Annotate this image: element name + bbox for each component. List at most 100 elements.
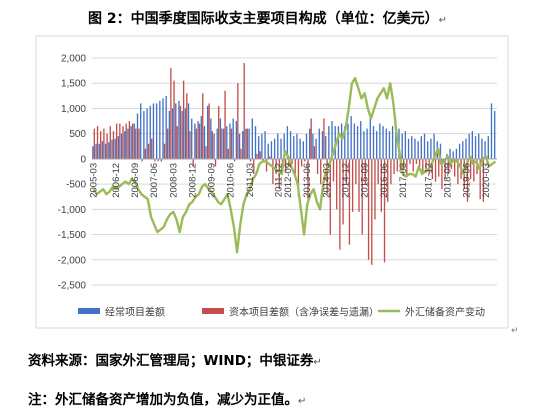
current-account-bar <box>216 128 218 159</box>
capital-account-bar <box>479 158 481 200</box>
capital-account-bar <box>457 158 459 185</box>
capital-account-bar <box>269 156 271 159</box>
current-account-bar <box>462 141 464 159</box>
current-account-bar <box>194 123 196 159</box>
capital-account-bar <box>364 158 367 185</box>
chart-frame <box>35 35 509 329</box>
capital-account-bar <box>332 158 335 182</box>
capital-account-bar <box>447 158 449 175</box>
capital-account-bar <box>272 158 274 185</box>
current-account-bar <box>474 136 477 159</box>
capital-account-bar <box>128 121 131 159</box>
capital-account-bar <box>390 158 392 185</box>
capital-account-bar <box>138 128 140 159</box>
current-account-bar <box>289 131 292 159</box>
current-account-bar <box>254 126 257 159</box>
capital-account-bar <box>431 158 434 180</box>
current-account-bar <box>458 143 461 159</box>
current-account-bar <box>404 131 407 159</box>
reserve-change-line <box>92 76 497 254</box>
current-account-bar <box>318 128 320 159</box>
current-account-bar <box>280 138 282 159</box>
capital-account-bar <box>154 158 156 162</box>
current-account-bar <box>299 138 301 159</box>
y-tick-label: 0 <box>80 154 86 165</box>
paragraph-mark-icon: ↵ <box>511 326 519 336</box>
current-account-bar <box>414 138 416 159</box>
current-account-bar <box>296 133 298 159</box>
capital-account-bar <box>256 153 258 159</box>
capital-account-bar <box>339 158 341 250</box>
x-tick-label: 2014-03 <box>321 163 332 198</box>
current-account-bar <box>293 136 295 159</box>
current-account-bar <box>146 108 148 159</box>
capital-account-bar <box>186 93 188 159</box>
capital-account-bar <box>151 138 153 159</box>
current-account-bar <box>184 108 187 159</box>
capital-account-bar <box>473 158 475 182</box>
capital-account-bar <box>265 158 268 172</box>
current-account-bar <box>363 131 365 159</box>
current-account-bar <box>261 133 263 159</box>
current-account-bar <box>108 142 110 159</box>
capital-account-bar <box>106 133 108 159</box>
current-account-bar <box>484 141 486 159</box>
y-tick-label: -2,500 <box>58 281 87 292</box>
x-tick-label: 2017-03 <box>398 163 409 198</box>
capital-account-bar <box>294 158 296 175</box>
current-account-bar <box>273 138 276 159</box>
current-account-bar <box>210 118 212 159</box>
capital-account-bar <box>412 158 414 172</box>
current-account-bar <box>360 121 362 159</box>
capital-account-bar <box>300 158 303 167</box>
source-note: 资料来源：国家外汇管理局；WIND；中银证券↵ <box>28 349 322 369</box>
current-account-bar <box>114 138 116 159</box>
current-account-bar <box>178 100 180 159</box>
current-account-bar <box>388 131 391 159</box>
capital-account-bar <box>195 128 198 159</box>
x-tick-label: 2016-06 <box>379 163 390 198</box>
current-account-bar <box>494 110 496 159</box>
capital-account-bar <box>119 123 121 159</box>
x-tick-label: 2007-06 <box>149 163 160 198</box>
legend-swatch <box>202 308 224 314</box>
current-account-bar <box>229 123 231 159</box>
capital-account-bar <box>237 83 239 159</box>
current-account-bar <box>391 126 394 159</box>
current-account-bar <box>430 138 432 159</box>
current-account-bar <box>251 118 253 159</box>
current-account-bar <box>395 123 397 159</box>
capital-account-bar <box>125 123 127 159</box>
capital-account-bar <box>182 80 185 159</box>
capital-account-bar <box>192 158 194 167</box>
capital-account-bar <box>377 158 379 185</box>
current-account-bar <box>152 103 155 159</box>
current-account-bar <box>124 131 126 159</box>
current-account-bar <box>353 123 356 159</box>
capital-account-bar <box>367 158 370 260</box>
legend-label: 外汇储备资产变动 <box>405 306 485 319</box>
x-tick-label: 2019-06 <box>462 163 473 198</box>
capital-account-bar <box>393 158 395 175</box>
capital-account-bar <box>198 123 201 159</box>
capital-account-bar <box>122 126 124 159</box>
capital-account-bar <box>358 158 360 212</box>
current-account-bar <box>248 128 250 159</box>
current-account-bar <box>143 110 145 159</box>
current-account-bar <box>133 123 135 159</box>
current-account-bar <box>206 105 209 159</box>
legend-label: 资本项目差额（含净误差与遗漏） <box>229 306 379 319</box>
capital-account-bar <box>434 158 437 182</box>
capital-account-bar <box>246 128 249 159</box>
y-tick-label: 500 <box>69 129 86 140</box>
capital-account-bar <box>371 158 373 265</box>
footnote: 注：外汇储备资产增加为负值，减少为正值。↵ <box>28 388 306 408</box>
capital-account-bar <box>208 103 210 159</box>
current-account-bar <box>191 118 193 159</box>
current-account-bar <box>130 126 132 159</box>
current-account-bar <box>372 126 375 159</box>
current-account-bar <box>423 133 426 159</box>
capital-account-bar <box>233 158 236 162</box>
capital-account-bar <box>313 146 316 159</box>
capital-account-bar <box>422 158 424 172</box>
